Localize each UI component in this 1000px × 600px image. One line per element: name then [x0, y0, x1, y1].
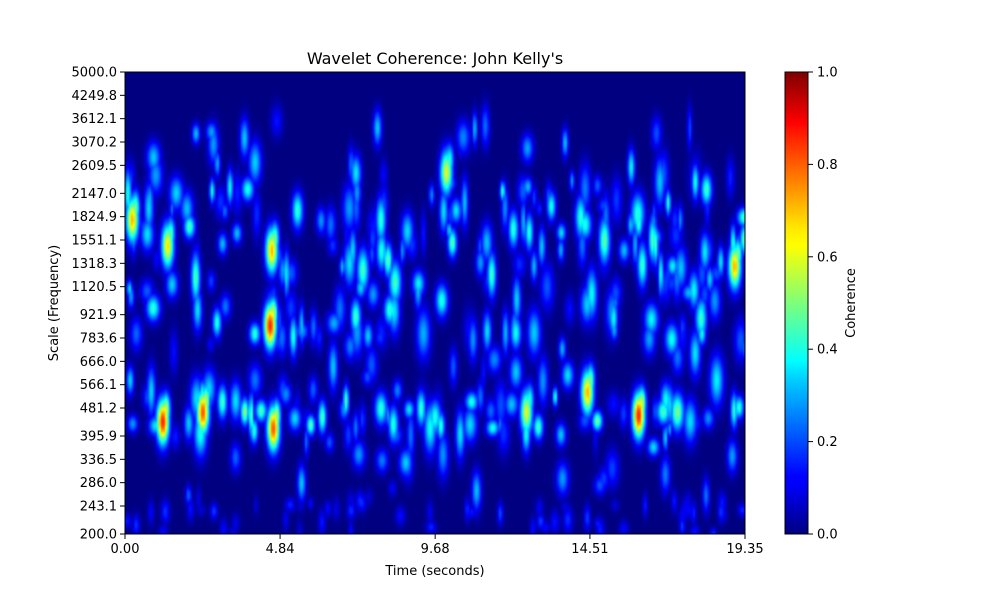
x-tick-label: 4.84 [266, 542, 295, 557]
y-tick-label: 1318.3 [72, 257, 118, 272]
colorbar-tick-label: 1.0 [817, 66, 838, 81]
y-tick-label: 921.9 [80, 308, 117, 323]
y-tick-label: 2609.5 [72, 159, 118, 174]
y-axis-label: Scale (Frequency) [47, 245, 62, 361]
y-tick-label: 3612.1 [72, 112, 118, 127]
y-tick-label: 1551.1 [72, 233, 118, 248]
colorbar: 0.0 0.2 0.4 0.6 0.8 1.0 Coherence [784, 66, 859, 543]
y-tick-label: 395.9 [80, 429, 117, 444]
colorbar-tick-label: 0.6 [817, 250, 838, 265]
colorbar-gradient [785, 72, 808, 534]
y-tick-label: 566.1 [80, 378, 117, 393]
y-tick-label: 1824.9 [72, 210, 118, 225]
colorbar-ticks: 0.0 0.2 0.4 0.6 0.8 1.0 [808, 66, 838, 543]
y-tick-label: 336.5 [80, 453, 117, 468]
y-tick-label: 666.0 [80, 355, 117, 370]
colorbar-tick-label: 0.4 [817, 343, 838, 358]
y-tick-label: 481.2 [80, 401, 117, 416]
y-tick-label: 286.0 [80, 476, 117, 491]
y-tick-label: 4249.8 [72, 89, 118, 104]
y-tick-label: 783.6 [80, 332, 117, 347]
y-tick-label: 2147.0 [72, 187, 118, 202]
x-tick-label: 19.35 [726, 542, 763, 557]
colorbar-tick-label: 0.2 [817, 435, 838, 450]
plot-area [124, 71, 746, 535]
colorbar-label: Coherence [844, 268, 859, 338]
x-tick-label: 9.68 [421, 542, 450, 557]
y-axis: 200.0 243.1 286.0 336.5 395.9 481.2 566.1 666.0… [72, 66, 125, 543]
y-tick-label: 200.0 [80, 528, 117, 543]
chart-title: Wavelet Coherence: John Kelly's [307, 49, 563, 68]
coherence-heatmap [125, 72, 745, 534]
colorbar-tick-label: 0.0 [817, 528, 838, 543]
x-tick-label: 0.00 [111, 542, 140, 557]
colorbar-frame [784, 71, 809, 535]
x-tick-label: 14.51 [571, 542, 608, 557]
y-tick-label: 1120.5 [72, 280, 118, 295]
colorbar-tick-label: 0.8 [817, 158, 838, 173]
y-tick-label: 5000.0 [72, 66, 118, 81]
y-tick-label: 243.1 [80, 499, 117, 514]
x-axis-label: Time (seconds) [384, 564, 484, 579]
x-axis: 0.00 4.84 9.68 14.51 19.35 [111, 534, 764, 557]
y-tick-label: 3070.2 [72, 135, 118, 150]
